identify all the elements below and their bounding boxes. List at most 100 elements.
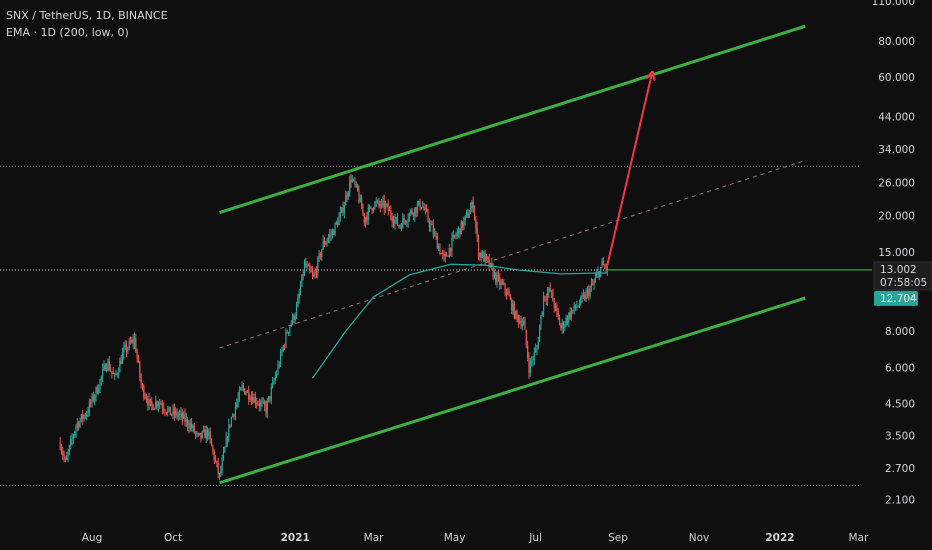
candle-body [213,450,215,461]
candle-body [485,254,488,257]
candle-body [63,455,65,458]
candle-body [338,216,340,226]
candle-body [403,217,405,221]
candle-body [172,408,174,415]
ema-indicator-label: EMA · 1D (200, low, 0) [6,26,129,39]
candle-body [217,462,219,474]
candle-body [302,274,304,276]
x-tick-label: Sep [608,532,628,544]
candle-body [270,387,272,399]
candle-body [250,396,252,400]
candle-body [62,451,64,456]
candle-body [121,353,124,364]
candle-body [165,412,167,414]
candle-body [386,204,388,205]
candle-body [157,403,160,407]
candle-body [276,373,278,377]
candle-body [273,380,275,382]
candle-body [580,296,582,305]
candle-body [225,437,227,448]
candle-body [124,345,126,348]
candle-body [600,267,602,277]
candle-body [277,365,279,374]
candle-body [306,265,308,267]
candle-body [451,237,453,252]
candle-body [107,361,109,368]
candle-body [298,293,300,299]
candle-body [131,339,133,343]
candle-body [295,306,298,317]
candle-body [473,209,476,219]
channel-line [219,24,806,214]
candle-body [372,208,375,211]
candle-body [457,228,460,233]
ema-badge-value: 12.704 [880,293,917,305]
candle-body [426,208,428,212]
candle-body [74,431,76,437]
candle-body [448,247,450,257]
y-tick-label: 8.000 [885,326,915,338]
candle-body [353,179,355,181]
candle-body [303,262,306,275]
candle-body [576,306,578,308]
candle-body [167,409,169,414]
candle-body [232,414,234,418]
candle-body [96,387,98,394]
candle-body [410,210,412,214]
candle-body [318,253,320,259]
candle-body [137,357,140,363]
candle-body [565,317,567,325]
candle-body [109,369,112,372]
candle-body [314,271,316,276]
candle-body [408,213,411,220]
arrow-head [651,70,656,82]
candle-body [487,256,489,259]
candle-body [155,401,157,409]
candle-body [601,261,603,268]
candle-body [382,200,384,202]
candle-body [505,290,507,295]
candle-body [189,423,191,429]
candle-body [323,240,326,245]
candle-body [180,412,182,414]
candle-body [274,376,276,381]
candle-body [422,206,424,208]
candle-body [577,306,579,307]
candle-body [108,361,110,370]
candle-body [79,420,81,427]
candle-body [214,460,217,461]
y-tick-label: 44.000 [878,111,915,123]
candle-body [562,322,565,329]
candle-body [132,339,134,343]
candle-body [71,438,73,440]
candle-body [341,207,343,212]
candle-body [430,224,432,227]
candle-body [153,408,156,410]
candle-body [72,436,75,439]
candle-body [208,431,210,437]
candle-body [420,207,422,209]
candle-body [261,402,263,403]
candle-body [436,236,438,249]
candle-body [402,217,404,229]
candle-body [362,208,364,214]
candle-body [87,412,89,415]
candle-body [148,398,150,406]
candle-body [218,473,221,475]
candle-body [317,258,319,274]
candle-body [221,459,223,471]
candle-body [265,405,267,414]
candle-body [363,213,365,223]
candle-body [181,412,183,419]
candle-body [342,207,344,213]
candle-body [507,292,509,295]
candle-body [139,362,141,377]
candle-body [84,415,86,417]
candle-body [66,456,68,460]
candle-body [200,433,202,439]
candle-body [128,341,130,349]
candle-body [435,233,437,237]
candle-body [606,266,608,271]
